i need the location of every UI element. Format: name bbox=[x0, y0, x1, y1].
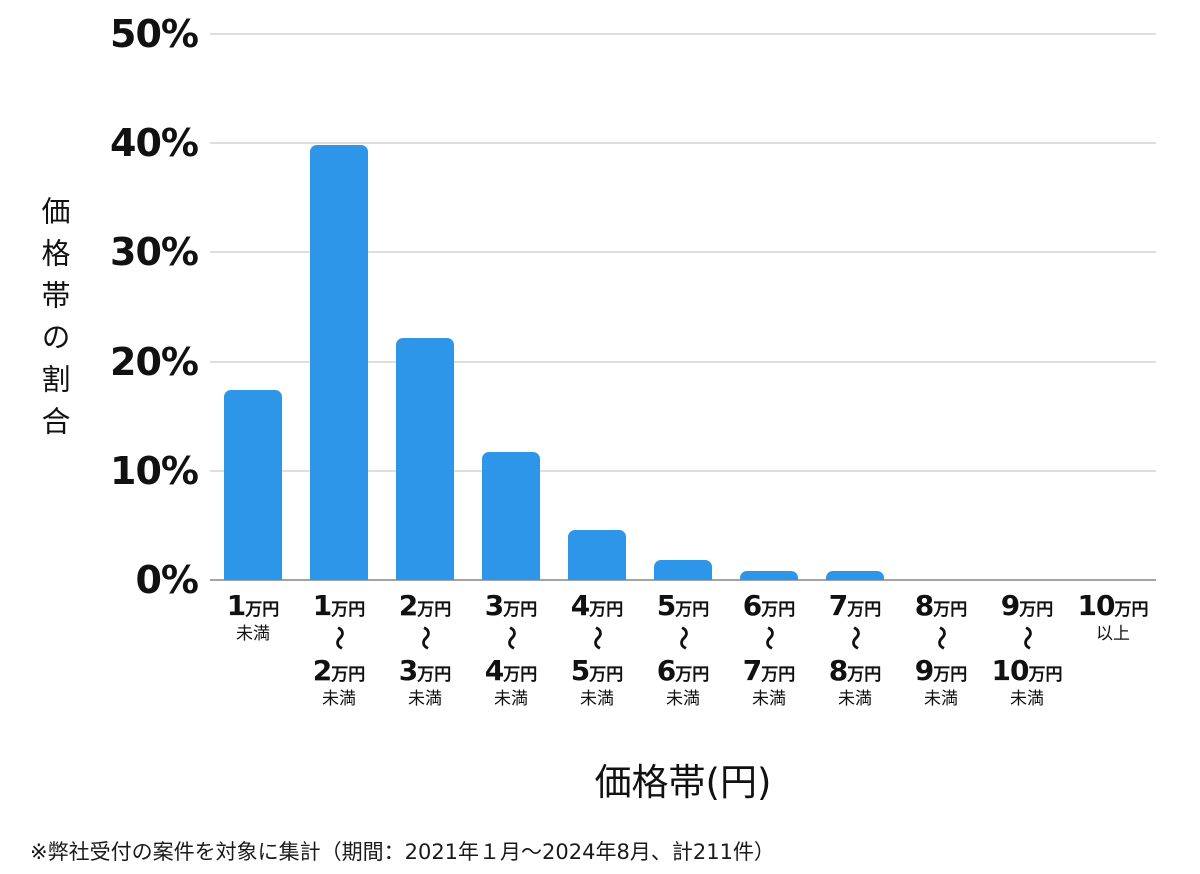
bar-slot bbox=[210, 34, 296, 580]
y-axis-tick-labels: 50% 40% 30% 20% 10% 0% bbox=[0, 12, 199, 602]
y-tick-label: 0% bbox=[135, 558, 199, 602]
x-axis-tick-labels: 1万円 未満 1万円〜 2万円 未満 2万円〜 3万円 未満 3万円〜 4万円 未満 4万円〜 5万円未… bbox=[210, 588, 1156, 708]
gridline bbox=[210, 33, 1156, 35]
x-tick-label: 5万円〜 6万円 未満 bbox=[640, 588, 726, 708]
x-tick-label: 3万円〜 4万円 未満 bbox=[468, 588, 554, 708]
bar-slot bbox=[554, 34, 640, 580]
plot-area bbox=[210, 33, 1156, 581]
tilde-glyph: 〜 bbox=[669, 626, 697, 650]
bar bbox=[310, 145, 368, 580]
gridline bbox=[210, 142, 1156, 145]
tilde-glyph: 〜 bbox=[1013, 626, 1041, 650]
tilde-glyph: 〜 bbox=[325, 626, 353, 650]
tilde-glyph: 〜 bbox=[411, 626, 439, 650]
x-tick-label: 4万円〜 5万円 未満 bbox=[554, 588, 640, 708]
x-tick-label: 1万円 未満 bbox=[226, 589, 280, 644]
bars-group bbox=[210, 34, 1156, 580]
bar-slot bbox=[382, 34, 468, 580]
x-tick-label: 1万円〜 2万円 未満 bbox=[296, 588, 382, 708]
tilde-glyph: 〜 bbox=[583, 626, 611, 650]
y-tick-label: 30% bbox=[110, 230, 199, 275]
y-tick-label: 40% bbox=[110, 121, 199, 166]
tilde-glyph: 〜 bbox=[841, 626, 869, 650]
x-tick-label: 8万円〜 9万円 未満 bbox=[898, 588, 984, 708]
bar-slot bbox=[468, 34, 554, 580]
bar-slot bbox=[984, 34, 1070, 580]
y-tick-label: 10% bbox=[110, 448, 199, 493]
bar-slot bbox=[812, 34, 898, 580]
tilde-glyph: 〜 bbox=[497, 626, 525, 650]
bar-slot bbox=[1070, 34, 1156, 580]
bar bbox=[224, 390, 282, 580]
gridline bbox=[210, 251, 1156, 254]
tilde-glyph: 〜 bbox=[927, 626, 955, 650]
bar bbox=[568, 529, 626, 580]
x-axis-title: 価格帯(円) bbox=[594, 761, 772, 804]
bar-slot bbox=[296, 34, 382, 580]
bar bbox=[654, 560, 712, 580]
x-tick-label: 7万円〜 8万円 未満 bbox=[812, 588, 898, 708]
footnote: ※弊社受付の案件を対象に集計（期間：2021年１月〜2024年8月、計211件） bbox=[30, 840, 775, 864]
x-tick-label: 10万円 以上 bbox=[1077, 589, 1149, 644]
bar bbox=[826, 571, 884, 580]
bar bbox=[396, 337, 454, 580]
x-tick-label: 9万円〜 10万円 未満 bbox=[984, 588, 1070, 708]
bar-slot bbox=[898, 34, 984, 580]
gridline bbox=[210, 360, 1156, 363]
y-tick-label: 20% bbox=[110, 339, 199, 384]
x-tick-label: 6万円〜 7万円 未満 bbox=[726, 588, 812, 708]
bar-slot bbox=[640, 34, 726, 580]
y-axis-title: 価格帯の割合 bbox=[37, 196, 71, 448]
bar-slot bbox=[726, 34, 812, 580]
gridline bbox=[210, 469, 1156, 472]
bar bbox=[740, 571, 798, 580]
y-tick-label: 50% bbox=[110, 12, 199, 56]
tilde-glyph: 〜 bbox=[755, 626, 783, 650]
bar bbox=[482, 452, 540, 580]
x-axis-line bbox=[210, 579, 1156, 581]
x-tick-label: 2万円〜 3万円 未満 bbox=[382, 588, 468, 708]
